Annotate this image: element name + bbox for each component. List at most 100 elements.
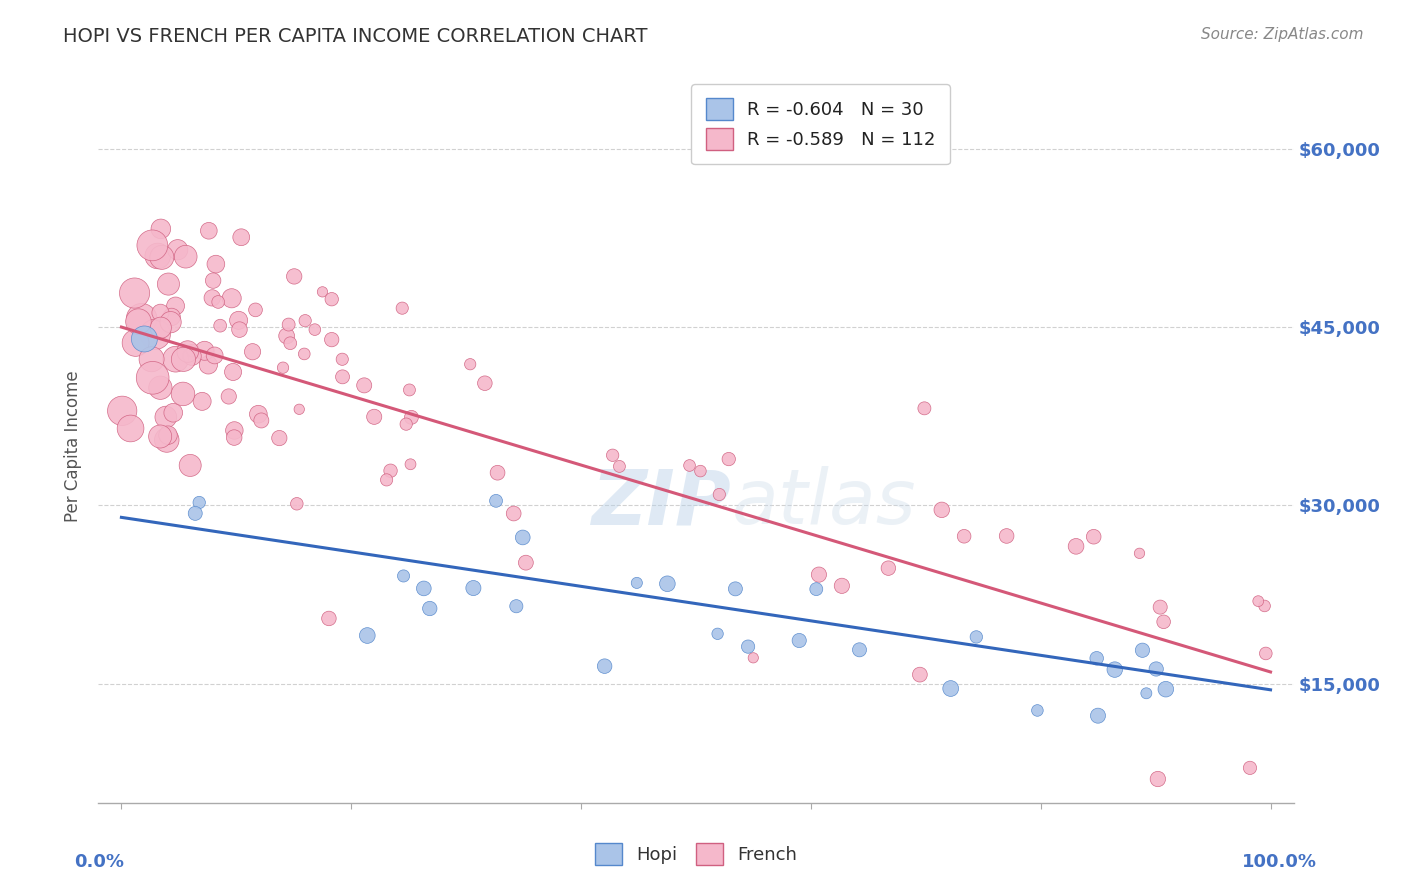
Point xyxy=(276,329,298,343)
Point xyxy=(127,315,149,329)
Point xyxy=(160,310,183,324)
Point xyxy=(157,277,180,291)
Point xyxy=(288,402,311,417)
Point xyxy=(486,466,509,480)
Point xyxy=(939,681,962,696)
Point xyxy=(202,274,225,288)
Point xyxy=(877,561,900,575)
Point xyxy=(141,352,163,367)
Point xyxy=(228,313,250,327)
Point xyxy=(228,323,250,337)
Point xyxy=(197,358,219,372)
Point xyxy=(502,507,524,521)
Point xyxy=(162,406,184,420)
Point xyxy=(150,250,173,264)
Point xyxy=(807,567,830,582)
Point xyxy=(353,378,375,392)
Point xyxy=(657,576,679,591)
Point xyxy=(318,611,340,625)
Point xyxy=(209,318,232,333)
Point xyxy=(401,410,423,425)
Point xyxy=(995,529,1018,543)
Point xyxy=(463,581,485,595)
Point xyxy=(363,409,385,424)
Point xyxy=(184,507,207,521)
Point xyxy=(311,285,333,299)
Point xyxy=(1253,599,1275,613)
Point xyxy=(156,433,179,447)
Point xyxy=(706,627,728,641)
Point xyxy=(787,633,810,648)
Point xyxy=(332,369,354,384)
Point xyxy=(602,448,624,462)
Point xyxy=(609,459,631,474)
Point xyxy=(207,295,229,310)
Y-axis label: Per Capita Income: Per Capita Income xyxy=(65,370,83,522)
Point xyxy=(1128,546,1150,560)
Point xyxy=(505,599,527,614)
Point xyxy=(304,323,326,337)
Text: HOPI VS FRENCH PER CAPITA INCOME CORRELATION CHART: HOPI VS FRENCH PER CAPITA INCOME CORRELA… xyxy=(63,27,648,45)
Point xyxy=(191,394,214,409)
Point xyxy=(474,376,496,391)
Point xyxy=(1239,761,1261,775)
Point xyxy=(188,495,211,509)
Point xyxy=(155,410,177,425)
Point xyxy=(174,250,197,264)
Point xyxy=(717,452,740,467)
Point xyxy=(1254,647,1277,661)
Point xyxy=(512,531,534,545)
Text: 100.0%: 100.0% xyxy=(1243,853,1317,871)
Point xyxy=(399,457,422,471)
Point xyxy=(1064,539,1087,553)
Point xyxy=(806,582,828,596)
Point xyxy=(131,311,153,326)
Point xyxy=(398,383,420,397)
Point xyxy=(111,404,134,418)
Point xyxy=(593,659,616,673)
Point xyxy=(965,630,987,644)
Point xyxy=(292,347,315,361)
Point xyxy=(245,302,267,317)
Point xyxy=(124,335,146,350)
Point xyxy=(149,222,172,236)
Point xyxy=(285,497,308,511)
Point xyxy=(1147,772,1170,786)
Point xyxy=(172,387,194,401)
Point xyxy=(709,487,731,501)
Point xyxy=(165,352,187,367)
Point xyxy=(142,371,165,385)
Point xyxy=(412,582,434,596)
Point xyxy=(247,407,270,421)
Point xyxy=(912,401,935,416)
Text: ZIP: ZIP xyxy=(592,467,733,540)
Point xyxy=(689,464,711,478)
Point xyxy=(221,291,243,305)
Point xyxy=(931,503,953,517)
Point xyxy=(1144,662,1167,676)
Point xyxy=(321,333,343,347)
Point xyxy=(391,301,413,315)
Point xyxy=(177,344,200,359)
Point xyxy=(419,601,441,615)
Point xyxy=(1153,615,1175,629)
Point xyxy=(278,336,301,351)
Point xyxy=(330,352,353,367)
Point xyxy=(1087,708,1109,723)
Point xyxy=(908,667,931,681)
Point xyxy=(201,291,224,305)
Point xyxy=(149,320,172,334)
Point xyxy=(294,314,316,328)
Point xyxy=(678,458,700,473)
Point xyxy=(143,327,166,342)
Point xyxy=(218,389,240,403)
Point xyxy=(277,318,299,332)
Point xyxy=(1154,682,1177,697)
Point xyxy=(179,458,201,473)
Point xyxy=(375,473,398,487)
Point xyxy=(485,493,508,508)
Point xyxy=(231,230,253,244)
Point xyxy=(626,575,648,590)
Point xyxy=(166,243,188,257)
Text: Source: ZipAtlas.com: Source: ZipAtlas.com xyxy=(1201,27,1364,42)
